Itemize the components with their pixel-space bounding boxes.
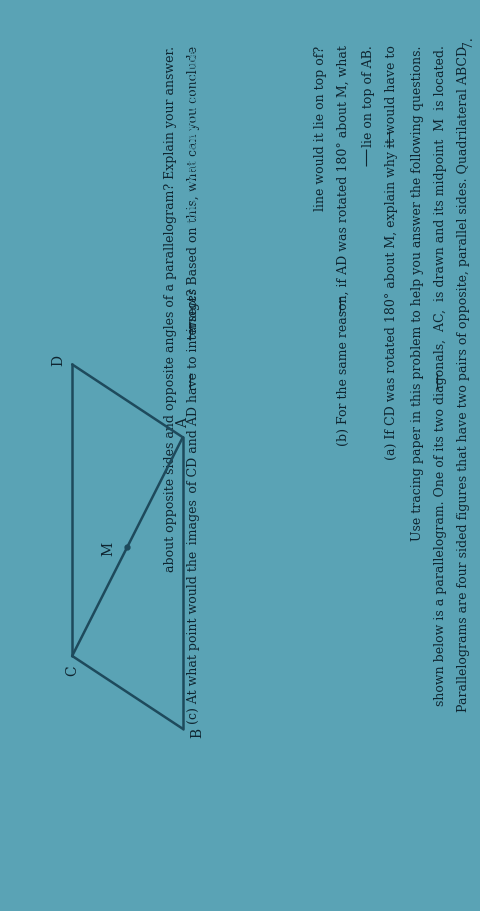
- Text: Parallelograms are four sided figures that have two pairs of opposite, parallel : Parallelograms are four sided figures th…: [456, 46, 469, 711]
- Text: B: B: [190, 728, 204, 738]
- Text: 7.: 7.: [461, 36, 474, 48]
- Text: A: A: [176, 418, 190, 428]
- Text: Use tracing paper in this problem to help you answer the following questions.: Use tracing paper in this problem to hel…: [410, 46, 423, 541]
- Text: (b) For the same reason, if AD was rotated 180° about M, what: (b) For the same reason, if AD was rotat…: [336, 46, 349, 446]
- Text: about opposite sides and opposite angles of a parallelogram? Explain your answer: about opposite sides and opposite angles…: [163, 46, 176, 571]
- Text: (c) At what point would the  images  of CD and AD have to intersect? Based on th: (c) At what point would the images of CD…: [186, 46, 199, 723]
- Text: C: C: [65, 665, 79, 676]
- Text: (a) If CD was rotated 180° about M, explain why it would have to: (a) If CD was rotated 180° about M, expl…: [384, 46, 397, 460]
- Text: shown below is a parallelogram. One of its two diagonals,  AC,  is drawn and its: shown below is a parallelogram. One of i…: [433, 46, 446, 706]
- Text: lie on top of AB.: lie on top of AB.: [361, 46, 374, 148]
- Text: images: images: [186, 287, 199, 333]
- Text: D: D: [51, 355, 65, 366]
- Text: (c) At what point would the: (c) At what point would the: [186, 46, 199, 223]
- Text: line would it lie on top of?: line would it lie on top of?: [313, 46, 326, 210]
- Text: M: M: [101, 542, 115, 557]
